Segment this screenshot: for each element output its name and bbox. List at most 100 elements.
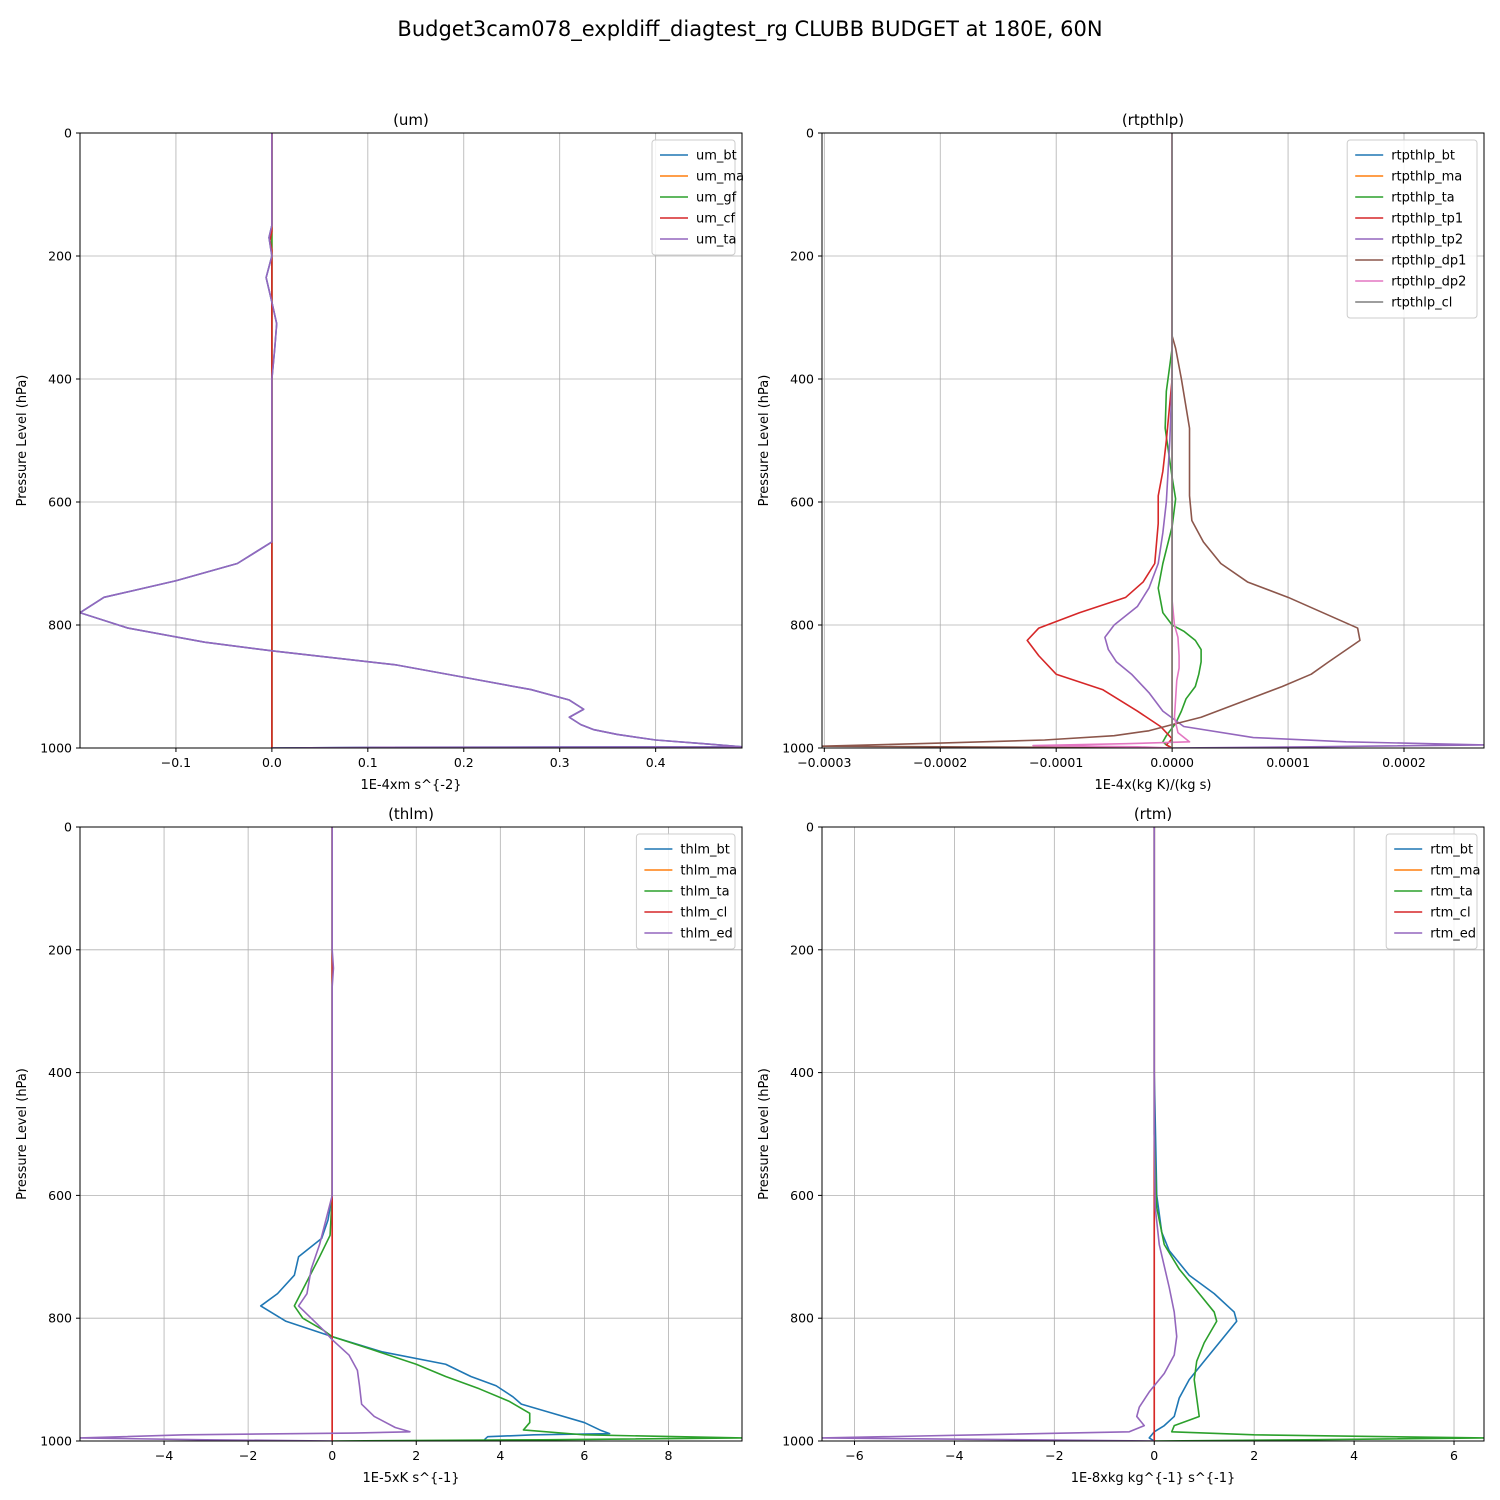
panel-2-legend-label-rtpthlp_tp2: rtpthlp_tp2 [1391, 233, 1463, 248]
panel-2-legend-label-rtpthlp_dp1: rtpthlp_dp1 [1391, 254, 1466, 269]
panel-2-xtick-label-2: −0.0001 [1029, 755, 1083, 770]
panel-1-legend-label-um_ta: um_ta [696, 233, 736, 248]
panel-4-title: (rtm) [1134, 805, 1172, 823]
panel-1-frame [79, 132, 743, 749]
panel-4-ytick-label-3: 600 [790, 1188, 814, 1203]
panel-2-ytick-label-1: 200 [790, 249, 814, 264]
panel-1-ytick-label-4: 800 [48, 618, 72, 633]
panel-1-title: (um) [393, 111, 429, 129]
panel-3-ytick-label-5: 1000 [40, 1434, 72, 1449]
panel-4-xtick-label-1: −4 [945, 1448, 963, 1463]
panel-4-ytick-label-5: 1000 [782, 1434, 814, 1449]
panel-3: −4 −2 0 2 4 6 8 0 200 400 600 800 1000 (thlm) 1E-5xK s… [15, 805, 743, 1486]
panel-2-xtick-label-5: 0.0002 [1382, 755, 1426, 770]
panel-4-ytick-label-4: 800 [790, 1311, 814, 1326]
panel-2-legend-label-rtpthlp_dp2: rtpthlp_dp2 [1391, 275, 1466, 290]
panel-3-series [80, 827, 742, 1441]
panel-2-xtick-label-3: 0.0000 [1150, 755, 1194, 770]
panel-4-legend-label-rtm_bt: rtm_bt [1430, 843, 1473, 858]
panel-2-xtick-label-4: 0.0001 [1266, 755, 1310, 770]
panel-3-series-thlm_ed [80, 827, 411, 1441]
panel-3-ytick-label-3: 600 [48, 1188, 72, 1203]
panel-2-legend-box [1346, 139, 1478, 319]
panel-3-xtick-label-6: 8 [664, 1448, 672, 1463]
panel-4-ylabel: Pressure Level (hPa) [757, 1068, 772, 1200]
panel-1-legend-label-um_cf: um_cf [696, 212, 736, 227]
panel-1-series-um_ta [80, 133, 742, 748]
panel-1-series [80, 133, 742, 748]
panel-1-xtick-label-0: −0.1 [161, 755, 191, 770]
panel-1-ytick-label-3: 600 [48, 495, 72, 510]
panel-3-legend-label-thlm_bt: thlm_bt [680, 843, 729, 858]
panel-2-frame [821, 132, 1485, 749]
panel-4-ytick-label-2: 400 [790, 1065, 814, 1080]
panel-2-ytick-label-0: 0 [806, 126, 814, 141]
panel-4-legend-label-rtm_cl: rtm_cl [1430, 906, 1470, 921]
panel-1-ylabel: Pressure Level (hPa) [15, 375, 30, 507]
panel-1-xtick-label-5: 0.4 [646, 755, 666, 770]
panel-4: −6 −4 −2 0 2 4 6 0 200 400 600 800 1000 (rtm) 1E-8xkg … [757, 805, 1485, 1486]
panel-4-xtick-label-2: −2 [1045, 1448, 1063, 1463]
panel-2-series-rtpthlp_dp1 [822, 133, 1361, 748]
panel-4-legend: rtm_bt rtm_ma rtm_ta rtm_cl rtm_ed [1385, 833, 1480, 950]
panel-4-legend-box [1385, 833, 1478, 950]
panel-1-legend-label-um_bt: um_bt [696, 149, 737, 164]
panel-1-ytick-label-2: 400 [48, 372, 72, 387]
panel-2-ytick-label-2: 400 [790, 372, 814, 387]
panel-1-xtick-label-4: 0.3 [550, 755, 570, 770]
panel-3-xtick-label-4: 4 [496, 1448, 504, 1463]
panel-1-legend: um_bt um_ma um_gf um_cf um_ta [651, 139, 744, 256]
panel-1-legend-box [651, 139, 736, 256]
panel-4-xtick-label-5: 4 [1350, 1448, 1358, 1463]
panel-3-legend-box [635, 833, 736, 950]
panel-4-legend-label-rtm_ta: rtm_ta [1430, 885, 1473, 900]
panel-2-legend-label-rtpthlp_cl: rtpthlp_cl [1391, 296, 1452, 311]
panel-3-ytick-label-4: 800 [48, 1311, 72, 1326]
panel-3-xlabel: 1E-5xK s^{-1} [363, 1471, 460, 1486]
panel-1-xtick-label-1: 0.0 [262, 755, 282, 770]
panel-1-ytick-label-0: 0 [64, 126, 72, 141]
panel-4-xtick-label-0: −6 [845, 1448, 863, 1463]
panel-1: −0.1 0.0 0.1 0.2 0.3 0.4 0 200 400 600 800 1000 (um)… [15, 111, 744, 793]
panel-3-series-thlm_bt [259, 827, 611, 1441]
panel-2-ytick-label-3: 600 [790, 495, 814, 510]
panel-4-legend-label-rtm_ma: rtm_ma [1430, 864, 1480, 879]
panel-3-ytick-label-1: 200 [48, 942, 72, 957]
panel-4-series-rtm_bt [1148, 827, 1238, 1441]
panel-2-ytick-label-4: 800 [790, 618, 814, 633]
panel-2-series-rtpthlp_tp2 [1104, 133, 1484, 748]
panel-3-series-thlm_ta [293, 827, 742, 1441]
panel-3-ytick-label-0: 0 [64, 820, 72, 835]
panel-3-xtick-label-3: 2 [412, 1448, 420, 1463]
panel-1-legend-label-um_ma: um_ma [696, 170, 744, 185]
panel-2-series-rtpthlp_dp2 [1032, 133, 1191, 748]
panel-2-title: (rtpthlp) [1122, 111, 1184, 129]
panel-3-frame [79, 826, 743, 1442]
panel-3-title: (thlm) [388, 805, 434, 823]
panel-2-legend-label-rtpthlp_bt: rtpthlp_bt [1391, 149, 1455, 164]
panel-1-legend-label-um_gf: um_gf [696, 191, 737, 206]
panel-1-series-um_bt [80, 133, 742, 748]
panel-3-legend-label-thlm_ma: thlm_ma [680, 864, 737, 879]
panel-4-frame [821, 826, 1485, 1442]
panel-2-legend-label-rtpthlp_ma: rtpthlp_ma [1391, 170, 1462, 185]
panel-4-series-rtm_ta [1153, 827, 1484, 1441]
panel-2-series-rtpthlp_tp1 [1026, 133, 1173, 748]
panel-2-xtick-label-0: −0.0003 [797, 755, 851, 770]
panel-3-legend-label-thlm_ta: thlm_ta [680, 885, 729, 900]
panel-4-xtick-label-4: 2 [1250, 1448, 1258, 1463]
panel-2-ylabel: Pressure Level (hPa) [757, 375, 772, 507]
panel-2-legend-label-rtpthlp_tp1: rtpthlp_tp1 [1391, 212, 1463, 227]
panel-4-ytick-label-1: 200 [790, 942, 814, 957]
panel-1-ytick-label-5: 1000 [40, 741, 72, 756]
panel-2-legend-label-rtpthlp_ta: rtpthlp_ta [1391, 191, 1454, 206]
figure-title: Budget3cam078_expldiff_diagtest_rg CLUBB… [397, 17, 1102, 42]
panel-4-xtick-label-6: 6 [1450, 1448, 1458, 1463]
panel-1-xtick-label-2: 0.1 [358, 755, 378, 770]
panel-4-series-rtm_ed [822, 827, 1178, 1441]
panel-2: −0.0003 −0.0002 −0.0001 0.0000 0.0001 0.0002 0… [757, 111, 1485, 793]
panel-3-ylabel: Pressure Level (hPa) [15, 1068, 30, 1200]
panel-3-legend-label-thlm_cl: thlm_cl [680, 906, 727, 921]
panel-3-xtick-label-2: 0 [328, 1448, 336, 1463]
panel-2-xtick-label-1: −0.0002 [913, 755, 967, 770]
